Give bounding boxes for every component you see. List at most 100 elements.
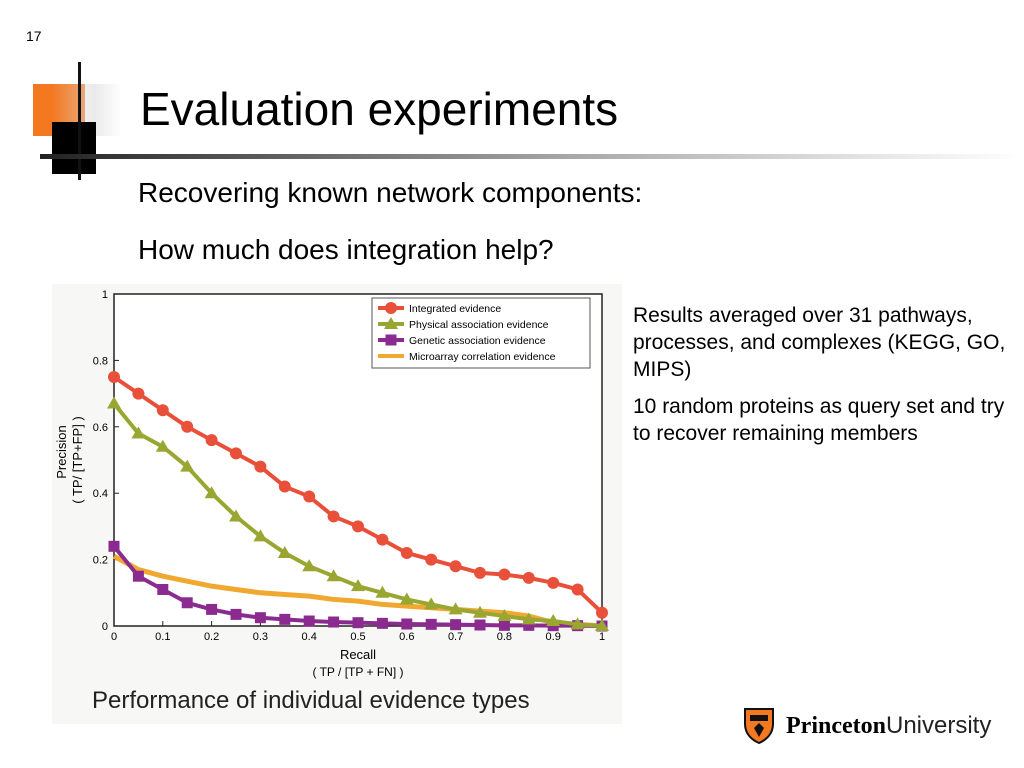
data-point bbox=[108, 540, 120, 552]
legend-label: Microarray correlation evidence bbox=[409, 351, 556, 363]
data-point bbox=[376, 617, 388, 629]
data-point bbox=[254, 460, 267, 473]
legend-box bbox=[371, 297, 591, 369]
x-axis-sublabel: ( TP / [TP + FN] ) bbox=[312, 665, 403, 679]
y-tick-label: 0.4 bbox=[93, 488, 108, 500]
legend-label: Genetic association evidence bbox=[409, 335, 546, 347]
x-tick-label: 0.3 bbox=[253, 631, 268, 643]
data-point bbox=[277, 545, 292, 558]
data-point bbox=[230, 608, 242, 620]
x-tick-label: 0.9 bbox=[546, 631, 561, 643]
slide-title: Evaluation experiments bbox=[140, 83, 619, 135]
legend-label: Physical association evidence bbox=[409, 319, 549, 331]
series-integrated-evidence bbox=[108, 371, 608, 619]
data-point bbox=[570, 617, 585, 630]
data-point bbox=[375, 585, 390, 598]
chart-svg: 0 0.2 0.4 0.6 0.8 1 0 0.1 0.2 0.3 0.4 0.5 0.6 0.7 0.8… bbox=[54, 289, 609, 714]
data-point bbox=[474, 566, 486, 579]
logo-wordmark: PrincetonUniversity bbox=[786, 712, 991, 740]
x-tick-label: 0.8 bbox=[497, 631, 512, 643]
data-point bbox=[595, 619, 609, 631]
data-point bbox=[376, 533, 389, 546]
data-point bbox=[279, 613, 291, 625]
data-point bbox=[498, 568, 511, 581]
data-point bbox=[546, 614, 561, 627]
chart-caption: Performance of individual evidence types bbox=[92, 687, 530, 714]
data-point bbox=[131, 426, 146, 439]
y-tick-label: 1 bbox=[102, 289, 108, 301]
data-point bbox=[326, 569, 341, 582]
x-tick-label: 0.5 bbox=[350, 631, 365, 643]
data-point bbox=[385, 302, 397, 314]
princeton-logo: PrincetonUniversity bbox=[742, 706, 1012, 746]
note-random-proteins: 10 random proteins as query set and try … bbox=[633, 395, 1005, 445]
series-line bbox=[112, 554, 603, 629]
data-point bbox=[254, 612, 266, 624]
logo-word-princeton: Princeton bbox=[786, 713, 886, 739]
series-microarray-correlation-evidence bbox=[112, 554, 603, 629]
data-point bbox=[522, 571, 535, 584]
logo-word-university: University bbox=[885, 712, 992, 739]
data-point bbox=[181, 597, 193, 609]
data-point bbox=[132, 570, 144, 582]
x-tick-label: 1 bbox=[599, 631, 605, 643]
data-point bbox=[303, 490, 316, 503]
data-point bbox=[400, 546, 413, 559]
data-point bbox=[473, 605, 487, 618]
data-point bbox=[204, 486, 219, 499]
data-point bbox=[571, 583, 584, 596]
data-point bbox=[523, 619, 535, 631]
data-point bbox=[521, 612, 536, 625]
data-point bbox=[327, 510, 340, 523]
data-point bbox=[302, 559, 317, 572]
y-axis-label: Precision bbox=[54, 425, 69, 478]
data-point bbox=[253, 529, 268, 542]
y-tick-label: 0.2 bbox=[93, 555, 108, 567]
series-physical-association-evidence bbox=[107, 396, 609, 631]
subtitle-integration: How much does integration help? bbox=[138, 234, 554, 265]
data-point bbox=[181, 420, 194, 433]
data-point bbox=[425, 618, 437, 630]
data-point bbox=[278, 480, 291, 493]
data-point bbox=[401, 618, 413, 630]
data-point bbox=[424, 597, 439, 610]
x-axis-label: Recall bbox=[340, 647, 376, 662]
data-point bbox=[385, 334, 397, 346]
data-point bbox=[132, 387, 145, 400]
data-point bbox=[449, 560, 462, 573]
data-point bbox=[596, 606, 608, 619]
y-ticks: 0 0.2 0.4 0.6 0.8 1 bbox=[93, 289, 119, 633]
data-point bbox=[547, 576, 560, 589]
y-tick-label: 0 bbox=[102, 621, 108, 633]
data-point bbox=[328, 616, 340, 628]
chart-legend: Integrated evidence Physical association … bbox=[371, 297, 591, 369]
data-point bbox=[155, 439, 170, 452]
x-tick-label: 0.2 bbox=[204, 631, 219, 643]
title-underline bbox=[40, 154, 1024, 159]
slide-number: 17 bbox=[26, 28, 42, 44]
note-results: Results averaged over 31 pathways, proce… bbox=[633, 304, 1006, 381]
series-genetic-association-evidence bbox=[108, 540, 608, 632]
x-ticks: 0 0.1 0.2 0.3 0.4 0.5 0.6 0.7 0.8 0.9 1 bbox=[111, 621, 605, 643]
data-point bbox=[205, 434, 218, 447]
data-point bbox=[180, 459, 195, 472]
data-point bbox=[230, 447, 242, 460]
data-point bbox=[157, 583, 169, 595]
data-point bbox=[351, 579, 365, 592]
legend-label: Integrated evidence bbox=[409, 303, 501, 315]
data-point bbox=[450, 619, 462, 631]
data-point bbox=[474, 619, 486, 631]
y-tick-label: 0.8 bbox=[93, 355, 108, 367]
deco-vertical-line bbox=[78, 62, 81, 180]
precision-recall-chart: 0 0.2 0.4 0.6 0.8 1 0 0.1 0.2 0.3 0.4 0.5 0.6 0.7 0.8… bbox=[52, 284, 622, 724]
x-tick-label: 0 bbox=[111, 631, 117, 643]
data-point bbox=[206, 603, 218, 615]
deco-black-square bbox=[52, 122, 96, 174]
data-point bbox=[107, 396, 121, 409]
y-axis-sublabel: ( TP/ [TP+FP] ) bbox=[70, 416, 85, 504]
x-tick-label: 0.4 bbox=[302, 631, 317, 643]
series-group bbox=[107, 371, 609, 632]
data-point bbox=[303, 615, 315, 627]
y-tick-label: 0.6 bbox=[93, 422, 108, 434]
notes-panel: Results averaged over 31 pathways, proce… bbox=[633, 302, 1013, 457]
